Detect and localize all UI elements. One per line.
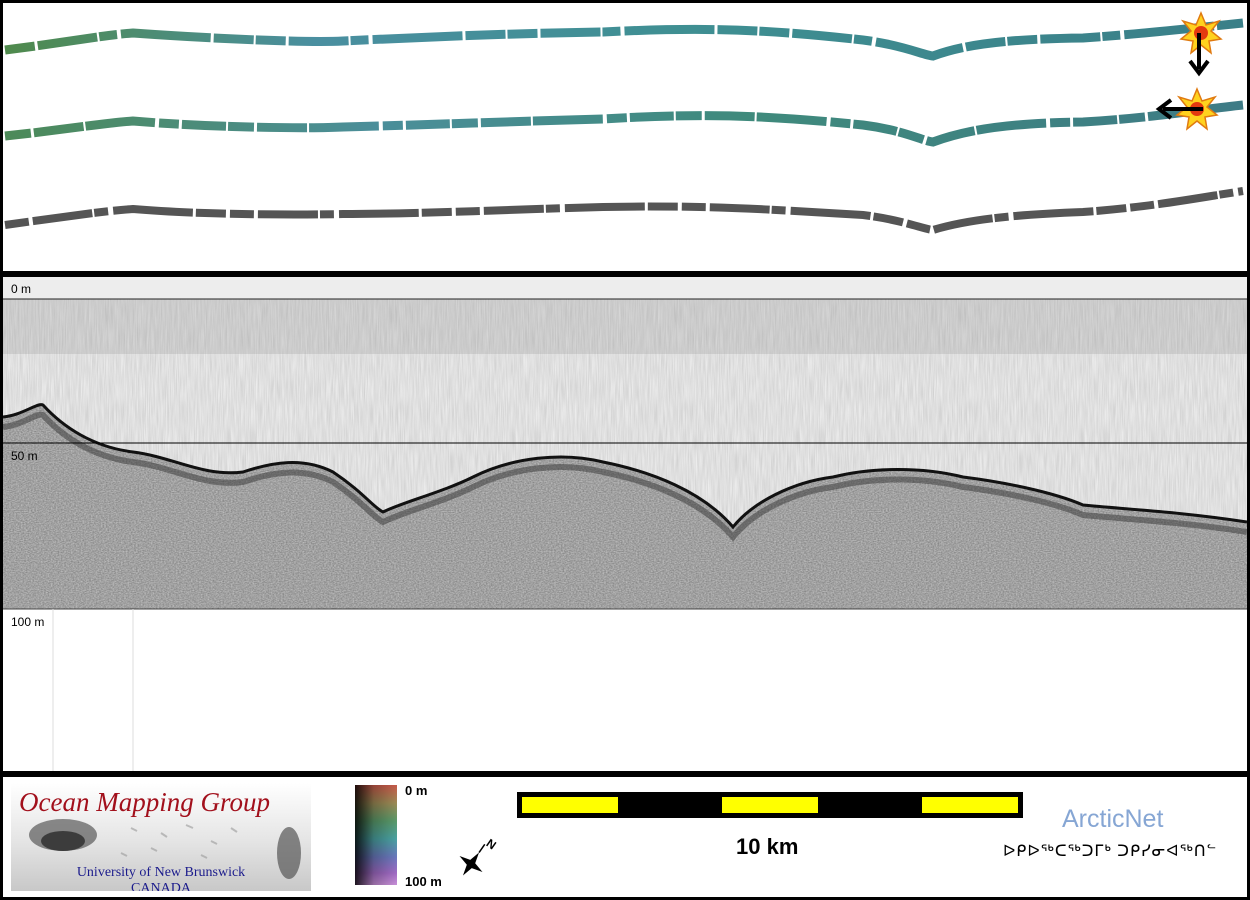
compass-star-icon: N [459, 836, 499, 876]
swath-track-top [4, 18, 1244, 61]
color-scale-max-label: 100 m [405, 874, 442, 889]
depth-color-bar [355, 785, 397, 885]
arcticnet-syllabics: ᐅᑭᐅᖅᑕᖅᑐᒥᒃ ᑐᑭᓯᓂᐊᖅᑎᓪ [1003, 843, 1218, 860]
swath-tracks [4, 11, 1244, 235]
left-arrow-icon [1155, 98, 1203, 120]
scale-bar-segment [922, 797, 1018, 813]
color-scale-min-label: 0 m [405, 783, 428, 798]
seabed-texture [29, 819, 301, 879]
scale-bar-segment [522, 797, 618, 813]
legend-panel: Ocean Mapping Group University of New Br… [3, 777, 1247, 897]
swath-panel [3, 3, 1247, 271]
depth-label-100: 100 m [11, 615, 45, 629]
seabed-reflector [3, 403, 1247, 530]
scale-bar-segment [722, 797, 818, 813]
omg-title: Ocean Mapping Group [19, 787, 270, 817]
arcticnet-name: ArcticNet [1062, 805, 1164, 833]
scale-bar [517, 792, 1023, 818]
arcticnet-logo: ArcticNet ᐅᑭᐅᖅᑕᖅᑐᒥᒃ ᑐᑭᓯᓂᐊᖅᑎᓪ [1003, 803, 1243, 873]
swath-track-middle [4, 100, 1244, 147]
seismic-profile [3, 277, 1247, 771]
subbottom-profile-panel: 0 m 50 m 100 m [3, 277, 1247, 771]
omg-university: University of New Brunswick [76, 865, 246, 880]
ocean-mapping-group-logo: Ocean Mapping Group University of New Br… [11, 783, 311, 891]
omg-country: CANADA [131, 881, 191, 891]
depth-label-0: 0 m [11, 282, 32, 296]
down-arrow-icon [1188, 33, 1210, 77]
north-label: N [484, 836, 499, 852]
swath-track-bottom [4, 187, 1244, 235]
scale-bar-label: 10 km [736, 834, 799, 859]
depth-label-50: 50 m [11, 449, 38, 463]
